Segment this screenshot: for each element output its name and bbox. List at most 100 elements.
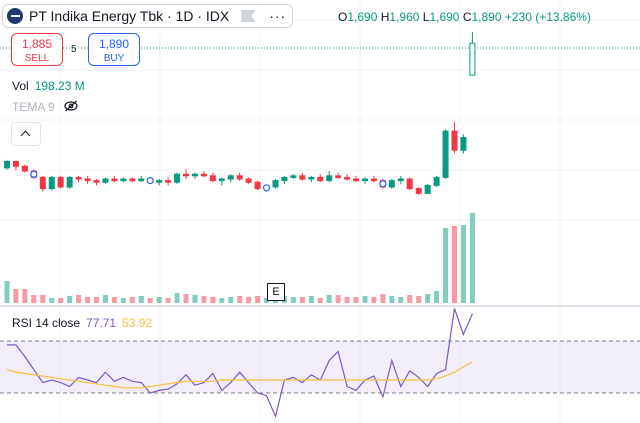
volume-bar bbox=[353, 297, 359, 303]
candle-body bbox=[469, 42, 476, 76]
volume-bar bbox=[335, 295, 341, 303]
candle-body bbox=[183, 173, 189, 177]
candle-body bbox=[236, 175, 243, 180]
volume-bar bbox=[362, 296, 368, 303]
volume-bar bbox=[407, 295, 413, 303]
ohlc-values: O1,690 H1,960 L1,690 C1,890 +230 (+13.86… bbox=[338, 10, 591, 24]
volume-bar bbox=[246, 297, 252, 303]
sell-label: SELL bbox=[24, 53, 50, 64]
candle-body bbox=[424, 184, 431, 194]
candle-body bbox=[299, 175, 306, 180]
volume-label: Vol bbox=[12, 79, 29, 93]
candlesticks[interactable] bbox=[4, 32, 476, 195]
volume-bar bbox=[67, 296, 73, 303]
volume-bar bbox=[102, 295, 108, 303]
flag-icon[interactable] bbox=[241, 10, 256, 22]
volume-bar bbox=[398, 297, 404, 303]
candle-body bbox=[48, 176, 55, 190]
earnings-event-badge[interactable]: E bbox=[267, 283, 285, 301]
volume-bar bbox=[120, 298, 126, 303]
candle-body bbox=[138, 178, 145, 182]
buy-button[interactable]: 1,890 BUY bbox=[88, 33, 140, 66]
volume-bar bbox=[443, 228, 449, 303]
close-label: C bbox=[462, 10, 472, 24]
volume-bar bbox=[129, 297, 135, 303]
candle-body bbox=[406, 178, 413, 190]
rsi-line bbox=[7, 308, 473, 419]
candle-body bbox=[200, 173, 207, 177]
candle-body bbox=[66, 176, 73, 188]
volume-bar bbox=[434, 291, 440, 303]
tema-markers bbox=[30, 170, 387, 192]
tema-legend[interactable]: TEMA 9 bbox=[12, 100, 55, 114]
collapse-legend-button[interactable] bbox=[11, 122, 41, 146]
rsi-ma-line bbox=[6, 361, 473, 389]
volume-bar bbox=[13, 289, 19, 303]
symbol-legend[interactable]: PT Indika Energy Tbk · 1D · IDX ··· bbox=[2, 4, 294, 28]
candle-body bbox=[93, 180, 100, 183]
volume-bar bbox=[138, 296, 144, 303]
candle-body bbox=[174, 173, 181, 183]
rsi-legend[interactable]: RSI 14 close 77.71 53.92 bbox=[12, 316, 152, 330]
volume-bar bbox=[85, 297, 91, 303]
volume-bar bbox=[111, 297, 117, 303]
volume-bar bbox=[264, 298, 270, 303]
candle-body bbox=[397, 178, 404, 182]
candle-body bbox=[370, 178, 377, 182]
volume-bar bbox=[183, 294, 189, 303]
tema-marker bbox=[146, 177, 154, 185]
volume-bar bbox=[326, 295, 332, 303]
candle-body bbox=[281, 176, 288, 182]
volume-bar bbox=[210, 297, 216, 303]
chevron-up-icon bbox=[20, 130, 31, 141]
candle-body bbox=[308, 176, 315, 180]
candle-body bbox=[451, 130, 458, 151]
volume-bar bbox=[31, 295, 37, 303]
volume-bar bbox=[147, 298, 153, 303]
candle-body bbox=[209, 175, 216, 182]
volume-bars bbox=[4, 213, 475, 303]
open-label: O bbox=[338, 10, 348, 24]
volume-bar bbox=[156, 297, 162, 303]
low-value: 1,690 bbox=[429, 10, 460, 24]
volume-bar bbox=[317, 298, 323, 303]
candle-body bbox=[39, 176, 46, 190]
candle-body bbox=[388, 180, 395, 188]
candle-body bbox=[362, 178, 368, 182]
sell-button[interactable]: 1,885 SELL bbox=[11, 33, 63, 66]
candle-body bbox=[84, 178, 91, 182]
spread-value: 5 bbox=[71, 44, 77, 55]
buy-label: BUY bbox=[103, 53, 125, 64]
volume-bar bbox=[380, 294, 386, 303]
candle-body bbox=[317, 176, 324, 182]
volume-bar bbox=[219, 298, 225, 303]
volume-legend[interactable]: Vol 198.23 M bbox=[12, 79, 85, 93]
more-icon[interactable]: ··· bbox=[269, 8, 287, 24]
candle-body bbox=[442, 130, 449, 178]
rsi-value: 77.71 bbox=[86, 316, 117, 330]
volume-bar bbox=[290, 297, 296, 303]
eye-off-icon[interactable] bbox=[64, 100, 78, 112]
volume-bar bbox=[201, 296, 207, 303]
volume-bar bbox=[237, 296, 243, 303]
candle-body bbox=[156, 180, 163, 183]
volume-bar bbox=[452, 226, 457, 303]
volume-bar bbox=[299, 297, 305, 303]
low-label: L bbox=[422, 10, 430, 24]
change-value: +230 (+13.86%) bbox=[504, 10, 591, 24]
tema-marker bbox=[379, 180, 387, 188]
candle-body bbox=[415, 188, 422, 194]
tema-marker bbox=[30, 170, 38, 178]
open-value: 1,690 bbox=[347, 10, 378, 24]
candle-body bbox=[227, 175, 234, 180]
volume-bar bbox=[76, 295, 82, 303]
volume-bar bbox=[460, 225, 466, 303]
candle-body bbox=[129, 178, 136, 182]
candle-body bbox=[120, 178, 127, 182]
candle-body bbox=[75, 176, 82, 180]
symbol-title[interactable]: PT Indika Energy Tbk · 1D · IDX bbox=[29, 8, 230, 24]
volume-bar bbox=[228, 297, 234, 303]
candle-body bbox=[326, 175, 333, 182]
